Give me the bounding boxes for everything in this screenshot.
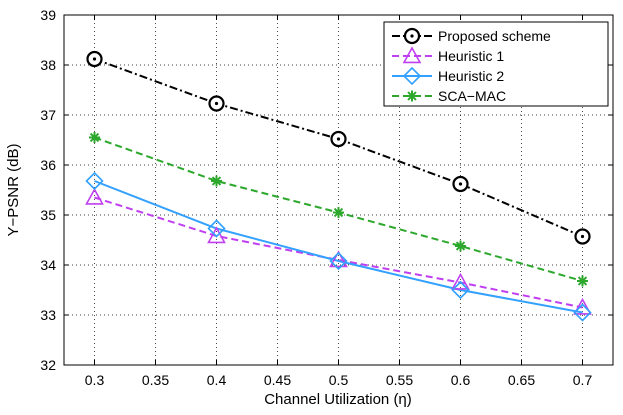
marker-stroke	[455, 241, 466, 251]
y-axis-label: Y−PSNR (dB)	[5, 144, 22, 237]
marker-triangle	[85, 187, 104, 205]
data-point	[208, 95, 225, 112]
legend-box	[383, 21, 609, 107]
marker-triangle	[451, 272, 470, 290]
series-markers	[85, 50, 592, 322]
data-point	[573, 303, 592, 322]
marker-dot	[214, 101, 219, 106]
marker-diamond	[207, 219, 226, 238]
legend-marker	[403, 27, 421, 45]
data-point	[85, 187, 104, 205]
data-point	[211, 175, 222, 187]
legend: Proposed scheme Heuristic 1 Heuristic 2 SCA…	[383, 21, 609, 107]
data-point	[333, 207, 344, 218]
data-point	[207, 219, 226, 238]
x-axis-label: Channel Utilization (η)	[264, 391, 412, 408]
data-point	[86, 50, 103, 68]
y-axis-ticks: 32 33 34 35 36 37 38 39	[40, 7, 613, 373]
x-axis-ticks: 0.3 0.35 0.4 0.45 0.5 0.55 0.6 0.65 0.7	[85, 15, 593, 388]
y-tick-label: 36	[40, 157, 56, 173]
marker-triangle	[329, 250, 348, 268]
marker-diamond	[329, 251, 348, 271]
marker-diamond	[85, 171, 104, 191]
y-tick-label: 39	[40, 7, 56, 23]
data-point	[330, 130, 347, 148]
legend-marker	[406, 90, 418, 102]
data-point	[89, 132, 100, 143]
x-tick-label: 0.3	[85, 372, 105, 388]
marker-stroke	[577, 276, 588, 286]
data-point	[452, 175, 469, 193]
y-tick-label: 34	[40, 257, 56, 273]
x-tick-label: 0.4	[207, 372, 227, 388]
series-line-2	[94, 180, 583, 314]
x-tick-label: 0.6	[451, 372, 471, 388]
data-point	[577, 275, 588, 287]
marker-stroke	[211, 176, 222, 186]
marker-diamond	[402, 66, 422, 86]
x-tick-label: 0.5	[329, 372, 349, 388]
data-point	[455, 240, 466, 252]
y-tick-label: 38	[40, 57, 56, 73]
marker-stroke	[89, 132, 100, 143]
marker-dot	[410, 34, 414, 38]
data-point	[451, 272, 470, 290]
legend-label: SCA−MAC	[438, 88, 506, 104]
y-tick-label: 32	[40, 357, 56, 373]
data-point	[329, 251, 348, 271]
legend-label: Heuristic 1	[438, 48, 504, 64]
data-point	[207, 226, 226, 244]
marker-triangle	[207, 226, 226, 244]
legend-marker	[402, 66, 422, 86]
y-tick-label: 33	[40, 307, 56, 323]
data-point	[451, 280, 470, 300]
legend-label: Proposed scheme	[438, 28, 551, 44]
marker-stroke	[407, 91, 417, 101]
marker-diamond	[451, 280, 470, 300]
x-tick-label: 0.45	[264, 372, 291, 388]
data-point	[573, 297, 592, 315]
x-tick-label: 0.65	[508, 372, 535, 388]
marker-diamond	[573, 303, 592, 322]
marker-dot	[580, 234, 585, 239]
data-point	[574, 228, 591, 245]
marker-dot	[336, 137, 341, 141]
marker-dot	[458, 182, 463, 186]
y-tick-label: 35	[40, 207, 56, 223]
x-tick-label: 0.7	[573, 372, 593, 388]
marker-stroke	[333, 207, 344, 218]
x-tick-label: 0.35	[142, 372, 169, 388]
data-point	[329, 250, 348, 268]
x-tick-label: 0.55	[386, 372, 413, 388]
legend-label: Heuristic 2	[438, 68, 504, 84]
marker-dot	[92, 57, 97, 61]
legend-marker	[402, 46, 422, 64]
marker-triangle	[573, 297, 592, 315]
marker-triangle	[402, 46, 422, 64]
data-point	[85, 171, 104, 191]
y-tick-label: 37	[40, 107, 56, 123]
